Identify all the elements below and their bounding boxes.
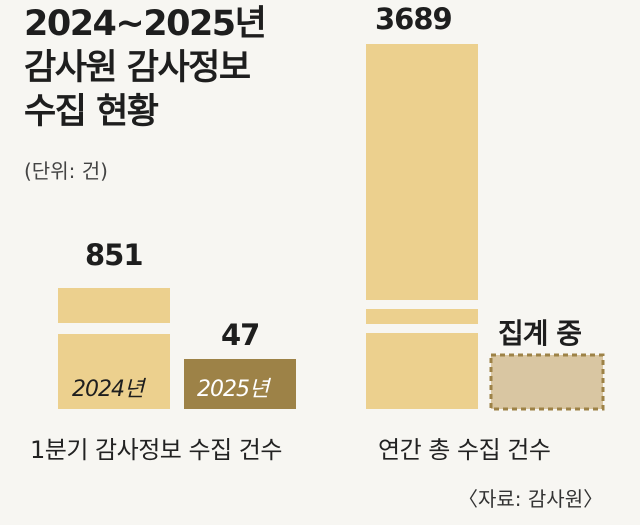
bar-annual-2024-lower — [366, 333, 478, 409]
bar-label-2025: 2025년 — [197, 377, 269, 402]
bar-label-2024: 2024년 — [72, 377, 144, 402]
value-label-q1-2024: 851 — [85, 238, 144, 272]
value-label-annual-2024: 3689 — [375, 2, 453, 36]
chart-title-line-1: 2024~2025년 — [24, 4, 267, 44]
caption-quarterly: 1분기 감사정보 수집 건수 — [30, 436, 282, 464]
bar-q1-2024-lower — [58, 334, 170, 409]
bar-q1-2025 — [184, 359, 296, 409]
source-label: 〈자료: 감사원〉 — [458, 487, 604, 511]
bar-q1-2024-upper — [58, 288, 170, 323]
value-label-q1-2025: 47 — [221, 318, 260, 352]
bar-annual-2024-middle — [366, 309, 478, 324]
bar-annual-2024-upper — [366, 44, 478, 300]
value-label-annual-2025: 집계 중 — [498, 317, 582, 350]
unit-label: (단위: 건) — [24, 159, 108, 183]
bar-annual-2025-pending — [489, 353, 605, 411]
chart-title-line-3: 수집 현황 — [24, 92, 159, 132]
chart-title-line-2: 감사원 감사정보 — [24, 48, 251, 88]
caption-annual: 연간 총 수집 건수 — [378, 436, 551, 464]
